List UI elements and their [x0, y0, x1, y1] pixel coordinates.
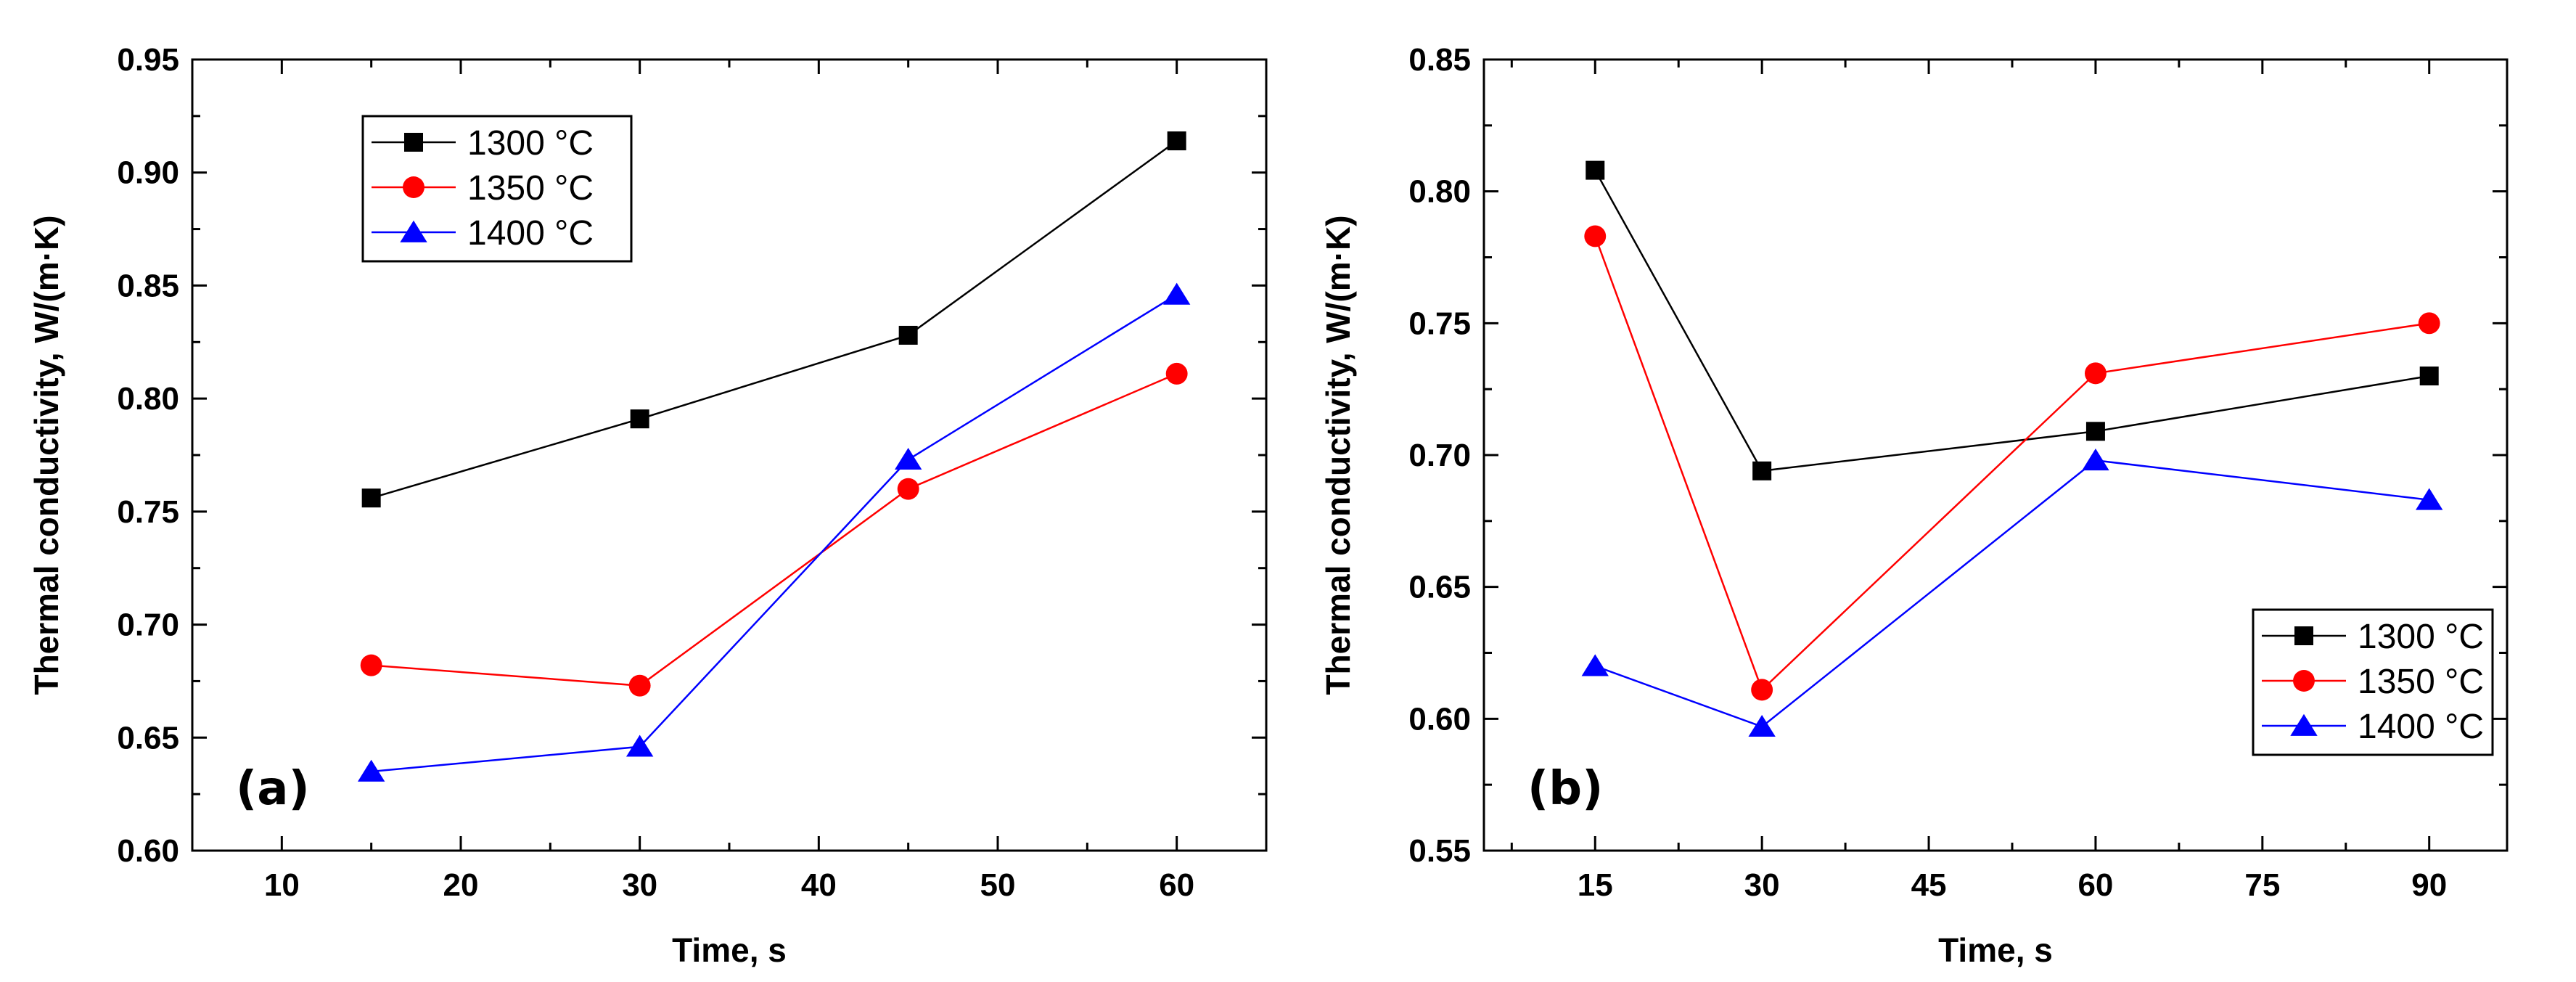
- legend-label: 1350 °C: [2358, 663, 2484, 701]
- series-1: [1586, 160, 2439, 480]
- series-1: [361, 131, 1186, 508]
- y-tick-label: 0.55: [1408, 833, 1471, 869]
- x-tick-label: 90: [2411, 867, 2447, 903]
- legend-label: 1300 °C: [467, 124, 594, 163]
- series-line: [371, 372, 1178, 687]
- legend-box: [2252, 608, 2494, 756]
- panel-label: (a): [236, 762, 310, 816]
- legend-label: 1350 °C: [467, 169, 594, 208]
- data-point: [898, 325, 918, 345]
- legend-marker: [403, 176, 424, 198]
- series-line: [371, 293, 1178, 773]
- data-point: [2082, 449, 2109, 471]
- x-tick-label: 10: [264, 867, 300, 903]
- series-line: [1594, 169, 2429, 472]
- data-point: [2419, 367, 2439, 385]
- data-point: [1752, 461, 1772, 480]
- x-tick-label: 30: [622, 867, 657, 903]
- legend: 1300 °C 1350 °C 1400 °C: [2252, 608, 2494, 756]
- y-tick-label: 0.60: [1408, 701, 1471, 737]
- y-tick-label: 0.70: [1408, 438, 1471, 473]
- legend-marker: [400, 220, 427, 242]
- data-point: [2416, 488, 2443, 510]
- data-point: [625, 735, 654, 757]
- data-point: [1751, 679, 1773, 701]
- legend: 1300 °C 1350 °C 1400 °C: [361, 115, 633, 263]
- x-tick-label: 15: [1578, 867, 1613, 903]
- series-line: [371, 140, 1178, 499]
- y-tick-label: 0.95: [117, 42, 179, 78]
- legend-label: 1400 °C: [467, 214, 594, 253]
- x-tick-label: 40: [801, 867, 837, 903]
- y-tick-label: 0.80: [1408, 174, 1471, 210]
- y-tick-label: 0.65: [117, 720, 179, 756]
- data-point: [2084, 362, 2107, 385]
- chart-panel-1: 10 20 30 40 50 60 0.60 0.65 0.70 0.75 0.80 0.85 0.90…: [28, 42, 1268, 969]
- series-2: [360, 362, 1188, 697]
- series-line: [1594, 459, 2429, 728]
- legend-marker: [2293, 670, 2315, 692]
- panel-label: (b): [1527, 762, 1603, 816]
- y-tick-label: 0.90: [117, 155, 179, 191]
- data-point: [1165, 362, 1188, 385]
- y-tick-label: 0.85: [117, 268, 179, 303]
- x-tick-label: 20: [443, 867, 479, 903]
- data-point: [1748, 714, 1776, 737]
- legend-marker: [2294, 626, 2313, 645]
- data-point: [2418, 312, 2440, 335]
- x-tick-label: 75: [2244, 867, 2280, 903]
- data-point: [1584, 225, 1607, 247]
- chart-panel-2: 15 30 45 60 75 90 0.55 0.60 0.65 0.70 0.75 0.80 0.85…: [1319, 42, 2509, 969]
- y-tick-label: 0.65: [1408, 570, 1471, 605]
- data-point: [1162, 282, 1191, 305]
- y-tick-label: 0.75: [117, 494, 179, 530]
- series-2: [1584, 225, 2440, 701]
- data-point: [1581, 654, 1609, 676]
- data-point: [1586, 160, 1605, 180]
- y-axis-title: Thermal conductivity, W/(m·K): [28, 215, 65, 695]
- x-tick-label: 60: [1159, 867, 1194, 903]
- legend-marker: [2290, 713, 2318, 736]
- x-tick-label: 30: [1744, 867, 1780, 903]
- x-tick-label: 50: [980, 867, 1016, 903]
- data-point: [2085, 422, 2105, 441]
- x-axis-title: Time, s: [1938, 931, 2053, 969]
- data-point: [628, 674, 651, 697]
- plot-frame: [191, 58, 1268, 852]
- y-tick-label: 0.85: [1408, 42, 1471, 78]
- data-point: [894, 447, 922, 470]
- data-point: [630, 409, 649, 429]
- legend-label: 1300 °C: [2358, 618, 2484, 656]
- y-axis-title: Thermal conductivity, W/(m·K): [1319, 215, 1357, 695]
- data-point: [897, 478, 919, 500]
- x-tick-label: 60: [2077, 867, 2113, 903]
- y-tick-label: 0.60: [117, 833, 179, 869]
- legend-label: 1400 °C: [2358, 708, 2484, 746]
- data-point: [361, 488, 381, 508]
- data-point: [360, 654, 382, 676]
- y-tick-label: 0.75: [1408, 306, 1471, 341]
- x-tick-label: 45: [1911, 867, 1947, 903]
- x-axis-title: Time, s: [672, 931, 787, 969]
- series-3: [357, 282, 1191, 782]
- legend-marker: [404, 133, 423, 152]
- data-point: [357, 759, 385, 782]
- y-tick-label: 0.70: [117, 607, 179, 643]
- data-point: [1167, 131, 1186, 151]
- y-tick-label: 0.80: [117, 381, 179, 417]
- series-line: [1594, 236, 2429, 692]
- series-3: [1581, 449, 2443, 737]
